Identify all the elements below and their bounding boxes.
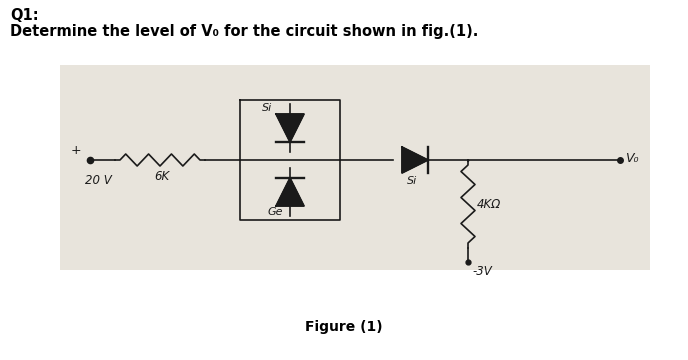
Text: Q1:: Q1: xyxy=(10,8,39,23)
Polygon shape xyxy=(402,147,428,173)
Polygon shape xyxy=(276,178,304,206)
Text: Ge: Ge xyxy=(268,207,283,217)
Text: V₀: V₀ xyxy=(625,152,638,165)
Text: 4KΩ: 4KΩ xyxy=(477,198,502,211)
Text: Determine the level of V₀ for the circuit shown in fig.(1).: Determine the level of V₀ for the circui… xyxy=(10,24,478,39)
Text: Si: Si xyxy=(407,176,417,186)
Text: -3V: -3V xyxy=(472,265,492,278)
Polygon shape xyxy=(276,114,304,142)
Text: Figure (1): Figure (1) xyxy=(305,320,383,334)
Text: +: + xyxy=(71,144,81,158)
Text: 6K: 6K xyxy=(154,170,170,183)
Bar xyxy=(60,65,650,270)
Text: Si: Si xyxy=(262,103,272,113)
Text: 20 V: 20 V xyxy=(85,174,111,187)
